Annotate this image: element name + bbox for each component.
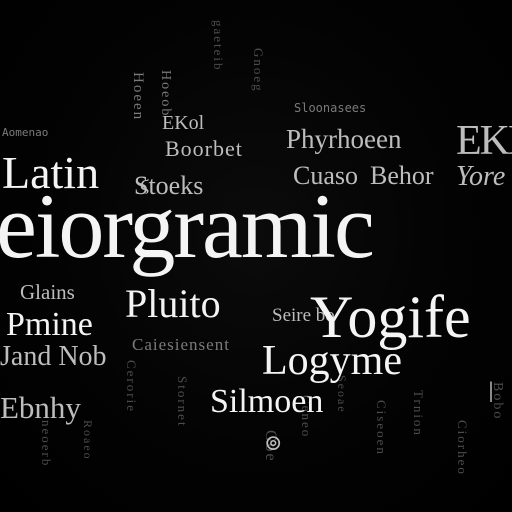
word-sub-glains: Caiesiensent	[132, 335, 230, 354]
vertical-word-streak: Gnoeg	[251, 48, 266, 93]
word-stoeks: Stoeks	[134, 171, 204, 200]
vertical-word-streak: gaeteib	[211, 20, 226, 72]
vertical-word-streak: Stornet	[175, 376, 190, 428]
word-yogife: Yogife	[310, 284, 471, 350]
word-ebnhy: Ebnhy	[0, 390, 81, 425]
vertical-word-streak: Seoae	[335, 375, 349, 414]
word-eiorgramic: eiorgramic	[0, 175, 375, 277]
vertical-word-streak: Ciseoen	[374, 400, 389, 456]
word-latin: Latin	[2, 147, 100, 198]
word-phyrhoeen: Phyrhoeen	[286, 124, 402, 154]
word-cuaso: Cuaso	[293, 161, 358, 190]
small-word: Sloonasees	[294, 101, 367, 115]
word-ekol: EKol	[162, 112, 205, 134]
word-pluito: Pluito	[125, 281, 221, 326]
word-logyme: Logyme	[262, 338, 402, 384]
ornament-glyph: ϛ	[140, 170, 150, 195]
word-silmoen: Silmoen	[210, 383, 324, 420]
word-glains: Glains	[20, 280, 75, 304]
ornament-glyph: ⊚	[264, 430, 283, 455]
word-pmine: Pmine	[6, 306, 93, 343]
vertical-word-streak: Hoeen	[130, 72, 146, 122]
vertical-word-streak: Roaeo	[81, 420, 95, 461]
word-yore: Yore	[456, 161, 506, 192]
vertical-word-streak: neoerb	[39, 420, 54, 468]
vertical-word-streak: Hoeob	[158, 70, 173, 118]
small-word: Aomenao	[2, 126, 49, 139]
vertical-word-streak: Bobo	[490, 382, 505, 421]
vertical-word-streak: Goe	[262, 430, 279, 463]
word-seirebo: Seire bo	[272, 305, 335, 326]
word-boorbet: Boorbet	[165, 136, 243, 161]
vertical-word-streak: Ciorheo	[455, 420, 470, 476]
vertical-word-streak: Trnion	[411, 390, 426, 437]
vertical-word-streak: Ceneo	[299, 395, 314, 439]
word-jandnob: Jand Nob	[0, 341, 107, 372]
word-ekn: EKN	[456, 118, 512, 164]
word-behor: Behor	[370, 161, 434, 190]
ornament-glyph: ǀ	[488, 376, 495, 409]
vertical-word-streak: Cerorie	[124, 360, 139, 413]
